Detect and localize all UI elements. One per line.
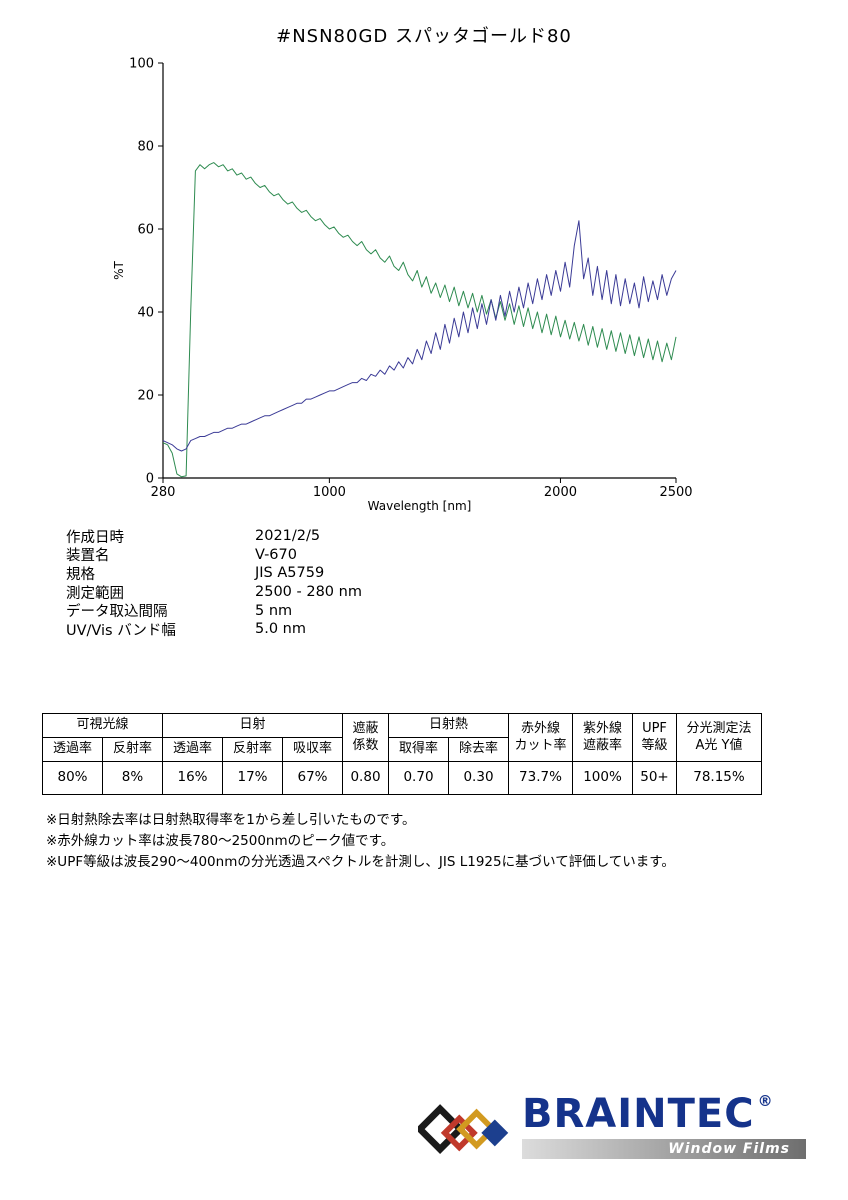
info-label: データ取込間隔 <box>66 604 168 621</box>
info-value: 2500 - 280 nm <box>255 584 362 601</box>
series-transmittance-green <box>162 162 677 478</box>
spec-value: 78.15% <box>676 761 762 795</box>
svg-text:Wavelength [nm]: Wavelength [nm] <box>368 499 472 513</box>
spec-value: 16% <box>162 761 223 795</box>
svg-text:60: 60 <box>137 223 154 238</box>
measurement-info: 作成日時 2021/2/5 装置名 V-670 規格 JIS A5759 測定範… <box>66 527 362 639</box>
spec-value: 17% <box>222 761 283 795</box>
info-label: 測定範囲 <box>66 585 124 602</box>
logo-text: BRAINTEC ® Window Films <box>522 1091 806 1159</box>
footnote: ※日射熱除去率は日射熱取得率を1から差し引いたものです。 <box>46 812 416 828</box>
company-logo: BRAINTEC ® Window Films <box>418 1091 806 1162</box>
info-label: 規格 <box>66 566 95 583</box>
svg-text:1000: 1000 <box>313 485 346 500</box>
spec-header-uv-block: 紫外線 遮蔽率 <box>572 713 633 762</box>
spec-subheader-gain: 取得率 <box>388 737 449 762</box>
spec-subheader-transmittance: 透過率 <box>162 737 223 762</box>
info-row: 測定範囲 2500 - 280 nm <box>66 583 362 602</box>
info-value: 2021/2/5 <box>255 528 321 545</box>
brand-name: BRAINTEC <box>522 1091 755 1137</box>
spec-subheader-transmittance: 透過率 <box>42 737 103 762</box>
spec-header-shading-coefficient: 遮蔽 係数 <box>342 713 389 762</box>
spec-table: 可視光線 日射 遮蔽 係数 日射熱 赤外線 カット率 紫外線 遮蔽率 UPF 等… <box>42 713 762 795</box>
info-row: UV/Vis バンド幅 5.0 nm <box>66 620 362 639</box>
spec-value: 0.30 <box>448 761 509 795</box>
info-row: 作成日時 2021/2/5 <box>66 527 362 546</box>
spec-group-solar-heat: 日射熱 <box>388 713 509 738</box>
spectral-chart: 0 20 40 60 80 100 280 1000 2000 2500 %T Wavelength … <box>112 57 693 514</box>
registered-trademark-icon: ® <box>757 1092 774 1110</box>
spec-value: 80% <box>42 761 103 795</box>
spec-value: 0.80 <box>342 761 389 795</box>
logo-diamonds-icon <box>418 1104 509 1154</box>
svg-text:%T: %T <box>112 260 126 279</box>
info-row: 装置名 V-670 <box>66 546 362 565</box>
spec-group-solar: 日射 <box>162 713 343 738</box>
footnote: ※UPF等級は波長290〜400nmの分光透過スペクトルを計測し、JIS L19… <box>46 854 675 870</box>
series-reflectance-blue <box>162 220 677 452</box>
spec-value: 67% <box>282 761 343 795</box>
info-row: 規格 JIS A5759 <box>66 564 362 583</box>
spec-header-upf: UPF 等級 <box>632 713 677 762</box>
spec-subheader-absorptance: 吸収率 <box>282 737 343 762</box>
svg-text:0: 0 <box>146 472 154 487</box>
info-row: データ取込間隔 5 nm <box>66 601 362 621</box>
svg-text:40: 40 <box>137 306 154 321</box>
spec-subheader-reflectance: 反射率 <box>102 737 163 762</box>
info-label: 装置名 <box>66 548 110 565</box>
svg-text:2500: 2500 <box>659 485 692 500</box>
diamond-red-icon <box>440 1114 478 1152</box>
spec-value: 0.70 <box>388 761 449 795</box>
svg-text:20: 20 <box>137 389 154 404</box>
info-label: 作成日時 <box>66 529 124 546</box>
info-value: 5 nm <box>255 602 293 619</box>
spec-header-ir-cut: 赤外線 カット率 <box>508 713 573 762</box>
svg-text:2000: 2000 <box>544 485 577 500</box>
spec-value: 100% <box>572 761 633 795</box>
spec-value: 50+ <box>632 761 677 795</box>
spec-subheader-reflectance: 反射率 <box>222 737 283 762</box>
svg-text:100: 100 <box>129 57 154 72</box>
tagline: Window Films <box>668 1140 790 1157</box>
spec-value: 8% <box>102 761 163 795</box>
svg-text:280: 280 <box>151 485 176 500</box>
info-value: V-670 <box>255 546 297 563</box>
spec-header-photometric: 分光測定法 A光 Y値 <box>676 713 762 762</box>
info-label: UV/Vis バンド幅 <box>66 622 176 639</box>
info-value: 5.0 nm <box>255 621 306 638</box>
info-value: JIS A5759 <box>255 565 325 582</box>
report-title: #NSN80GD スパッタゴールド80 <box>276 26 572 47</box>
tagline-bar: Window Films <box>522 1138 806 1159</box>
svg-text:80: 80 <box>137 140 154 155</box>
spec-subheader-removal: 除去率 <box>448 737 509 762</box>
diamond-gold-icon <box>456 1108 497 1150</box>
spec-value: 73.7% <box>508 761 573 795</box>
brand-line: BRAINTEC ® <box>522 1091 806 1137</box>
spec-group-visible-light: 可視光線 <box>42 713 163 738</box>
footnotes: ※日射熱除去率は日射熱取得率を1から差し引いたものです。 ※赤外線カット率は波長… <box>46 810 675 873</box>
footnote: ※赤外線カット率は波長780〜2500nmのピーク値です。 <box>46 833 395 849</box>
